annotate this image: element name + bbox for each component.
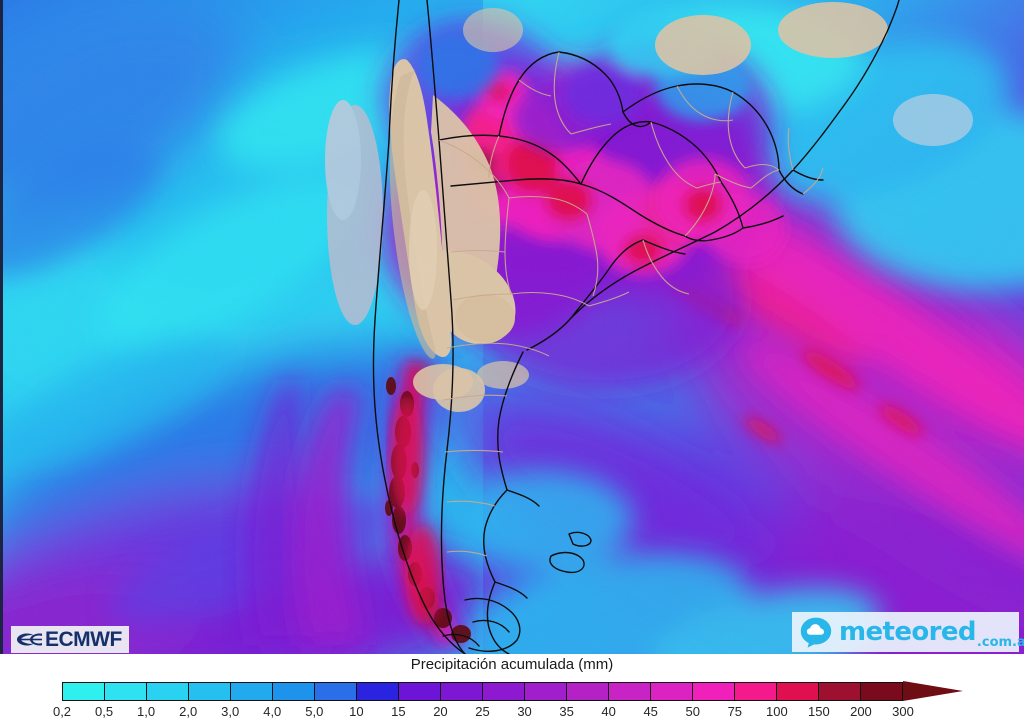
colorbar-band-14: [651, 683, 693, 700]
colorbar-band-4: [231, 683, 273, 700]
colorbar-tick-40: 4,0: [263, 704, 282, 719]
colorbar-tick-labels: 0,2 0,5 1,0 2,0 3,0 4,0 5,0 10 15 20 25 30 35 40 45 50 7…: [53, 704, 964, 724]
colorbar[interactable]: 0,2 0,5 1,0 2,0 3,0 4,0 5,0 10 15 20 25 30 35 40 45 50 7…: [53, 681, 964, 719]
meteored-wordmark: meteored: [839, 617, 977, 647]
colorbar-bands[interactable]: [62, 682, 903, 701]
colorbar-band-5: [273, 683, 315, 700]
colorbar-tick-40: 40: [601, 704, 616, 719]
legend-title: Precipitación acumulada (mm): [410, 656, 614, 673]
colorbar-band-13: [609, 683, 651, 700]
colorbar-band-8: [399, 683, 441, 700]
colorbar-tick-50: 5,0: [305, 704, 324, 719]
meteored-logo[interactable]: meteored .com.ar: [792, 612, 1024, 652]
colorbar-tick-02: 0,2: [52, 704, 72, 719]
ecmwf-label: ECMWF: [45, 628, 122, 651]
colorbar-band-15: [693, 683, 735, 700]
legend-footer: Precipitación acumulada (mm) 0,2 0,5 1,0 2,…: [0, 654, 1024, 720]
colorbar-band-1: [105, 683, 147, 700]
colorbar-tick-30: 3,0: [221, 704, 240, 719]
colorbar-tick-05: 0,5: [95, 704, 114, 719]
colorbar-band-12: [567, 683, 609, 700]
meteored-tld: .com.ar: [976, 635, 1024, 650]
colorbar-tick-20: 2,0: [179, 704, 198, 719]
meteored-cloud-bubble-icon: [800, 617, 832, 648]
ecmwf-globe-icon: [17, 633, 42, 646]
colorbar-band-19: [861, 683, 902, 700]
colorbar-tick-150: 150: [808, 704, 830, 719]
colorbar-tick-35: 35: [559, 704, 574, 719]
ecmwf-logo: ECMWF: [11, 626, 129, 653]
colorbar-band-2: [147, 683, 189, 700]
colorbar-tick-50: 50: [685, 704, 700, 719]
colorbar-band-3: [189, 683, 231, 700]
colorbar-band-6: [315, 683, 357, 700]
colorbar-overflow-arrow: [903, 681, 963, 701]
country-borders: [372, 0, 900, 654]
admin-borders: [438, 51, 824, 557]
colorbar-band-10: [483, 683, 525, 700]
colorbar-band-17: [777, 683, 819, 700]
colorbar-tick-10: 1,0: [137, 704, 156, 719]
colorbar-tick-45: 45: [643, 704, 658, 719]
colorbar-tick-10: 10: [349, 704, 364, 719]
colorbar-band-11: [525, 683, 567, 700]
colorbar-tick-15: 15: [391, 704, 406, 719]
colorbar-tick-75: 75: [727, 704, 743, 719]
colorbar-tick-300: 300: [892, 704, 914, 719]
colorbar-band-9: [441, 683, 483, 700]
colorbar-tick-25: 25: [475, 704, 490, 719]
colorbar-band-7: [357, 683, 399, 700]
colorbar-band-16: [735, 683, 777, 700]
precipitation-map[interactable]: ECMWF meteored .com.ar: [0, 0, 1024, 654]
colorbar-tick-200: 200: [850, 704, 872, 719]
colorbar-band-0: [63, 683, 105, 700]
colorbar-tick-100: 100: [765, 704, 788, 719]
colorbar-tick-20: 20: [433, 704, 448, 719]
colorbar-tick-30: 30: [517, 704, 532, 719]
precipitation-raster: [3, 0, 1024, 654]
colorbar-band-18: [819, 683, 861, 700]
